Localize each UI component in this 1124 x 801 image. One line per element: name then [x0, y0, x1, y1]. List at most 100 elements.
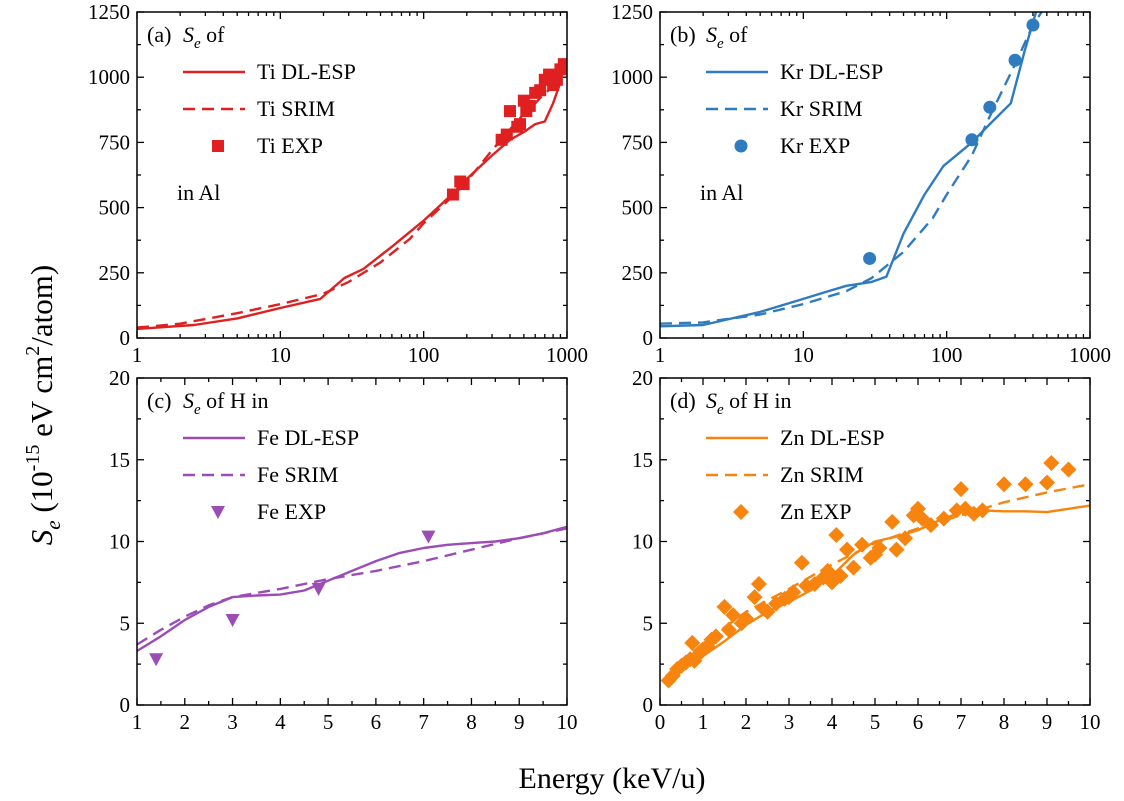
data-point — [707, 628, 724, 645]
x-tick-label: 100 — [408, 343, 440, 367]
x-tick-label: 1 — [132, 343, 143, 367]
legend-title-rest: of H in — [724, 388, 792, 413]
x-tick-label: 2 — [180, 710, 191, 734]
x-tick-label: 100 — [931, 343, 963, 367]
y-tick-label: 0 — [120, 693, 131, 717]
y-tick-label: 0 — [643, 693, 654, 717]
series-exp-points — [660, 455, 1077, 689]
data-point — [839, 541, 856, 558]
x-tick-label: 10 — [1080, 710, 1101, 734]
data-point — [503, 105, 516, 118]
legend-title-symbol: S — [706, 388, 717, 413]
y-tick-label: 0 — [120, 326, 131, 350]
tick-labels: 0 250 500 750 1000 1250 1 10 100 1000 — [88, 0, 588, 367]
y-tick-label: 15 — [632, 448, 653, 472]
legend-entry-label: Ti EXP — [257, 133, 323, 158]
legend-title: Se of — [706, 22, 748, 52]
data-point — [457, 178, 470, 191]
data-point — [828, 526, 845, 543]
data-point — [965, 505, 982, 522]
y-tick-label: 10 — [632, 530, 653, 554]
data-point — [965, 133, 979, 147]
plot-data — [137, 525, 567, 667]
legend-title-symbol: S — [183, 22, 194, 47]
data-point — [785, 584, 802, 601]
legend-swatch-marker — [211, 506, 225, 519]
legend-title: Se of — [183, 22, 225, 52]
y-axis-label-unit: eV cm — [24, 356, 59, 445]
legend-entry-label: Kr DL-ESP — [780, 59, 883, 84]
legend-swatch-marker — [734, 139, 748, 153]
x-tick-label: 8 — [466, 710, 477, 734]
data-point — [793, 554, 810, 571]
legend-entry-label: Ti SRIM — [257, 96, 335, 121]
legend: (b) Se of Kr DL-ESP Kr SRIM Kr EXP in Al — [670, 22, 883, 205]
y-axis-label-close: /atom) — [24, 265, 59, 346]
data-point — [750, 576, 767, 593]
panel-d: 0 5 10 15 20 0 1 2 3 4 5 6 7 8 9 10 (d) Se of H in Zn DL-… — [632, 366, 1101, 734]
data-point — [1026, 18, 1040, 32]
x-tick-label: 2 — [741, 710, 752, 734]
data-point — [225, 613, 240, 627]
series-exp-points — [446, 58, 567, 201]
data-point — [974, 502, 991, 519]
series-line-dl-esp — [667, 504, 1090, 682]
x-tick-label: 1 — [698, 710, 709, 734]
panel-a: 0 250 500 750 1000 1250 1 10 100 1000 (a) Se of Ti … — [88, 0, 588, 367]
x-tick-label: 4 — [827, 710, 838, 734]
legend: (c) Se of H in Fe DL-ESP Fe SRIM Fe EXP — [147, 388, 359, 524]
legend-entry-label: Fe DL-ESP — [257, 425, 359, 450]
y-tick-label: 1000 — [611, 65, 653, 89]
y-axis-label-exponent: -15 — [22, 445, 44, 472]
x-tick-label: 3 — [784, 710, 795, 734]
y-tick-label: 250 — [622, 261, 654, 285]
data-point — [1017, 476, 1034, 493]
x-tick-label: 1000 — [546, 343, 588, 367]
data-point — [897, 530, 914, 547]
x-tick-label: 7 — [418, 710, 429, 734]
panel-tag: (c) — [147, 388, 171, 413]
y-tick-label: 5 — [643, 611, 654, 635]
x-tick-label: 9 — [1042, 710, 1053, 734]
data-point — [832, 567, 849, 584]
series-line-dl-esp — [137, 82, 562, 331]
y-tick-label: 20 — [632, 366, 653, 390]
legend-title-symbol: S — [706, 22, 717, 47]
legend-title-subscript: e — [717, 402, 724, 418]
series-line-srim — [137, 81, 562, 329]
y-tick-label: 1250 — [611, 0, 653, 24]
data-point — [996, 476, 1012, 493]
tick-labels: 0 250 500 750 1000 1250 1 10 100 1000 — [611, 0, 1111, 367]
x-tick-label: 6 — [371, 710, 382, 734]
legend-title-subscript: e — [194, 36, 201, 52]
y-axis-label-open: (10 — [24, 471, 59, 520]
y-tick-label: 1000 — [88, 65, 130, 89]
data-point — [884, 513, 901, 530]
legend-title: Se of H in — [706, 388, 792, 418]
x-tick-label: 6 — [913, 710, 924, 734]
data-point — [888, 541, 905, 558]
series-line-dl-esp — [660, 12, 1038, 328]
legend-entry-label: Zn SRIM — [780, 462, 864, 487]
data-point — [845, 559, 862, 576]
data-point — [446, 188, 459, 201]
y-tick-label: 250 — [99, 261, 131, 285]
data-point — [311, 582, 326, 596]
series-line-dl-esp — [137, 525, 567, 653]
y-tick-label: 1250 — [88, 0, 130, 24]
data-point — [514, 118, 527, 131]
legend-entry-label: Kr EXP — [780, 133, 850, 158]
legend-title-subscript: e — [194, 402, 201, 418]
legend-title-subscript: e — [717, 36, 724, 52]
data-point — [550, 73, 563, 86]
x-tick-label: 1 — [655, 343, 666, 367]
x-tick-label: 1000 — [1069, 343, 1111, 367]
legend-entry-label: Fe SRIM — [257, 462, 338, 487]
data-point — [1043, 455, 1060, 472]
plot-data — [660, 12, 1043, 328]
data-point — [149, 653, 164, 667]
y-tick-label: 0 — [643, 326, 654, 350]
y-axis-label: Se (10-15 eV cm2/atom) — [22, 265, 65, 545]
tick-labels: 0 5 10 15 20 1 2 3 4 5 6 7 8 9 10 — [109, 366, 578, 734]
y-tick-label: 750 — [99, 130, 131, 154]
